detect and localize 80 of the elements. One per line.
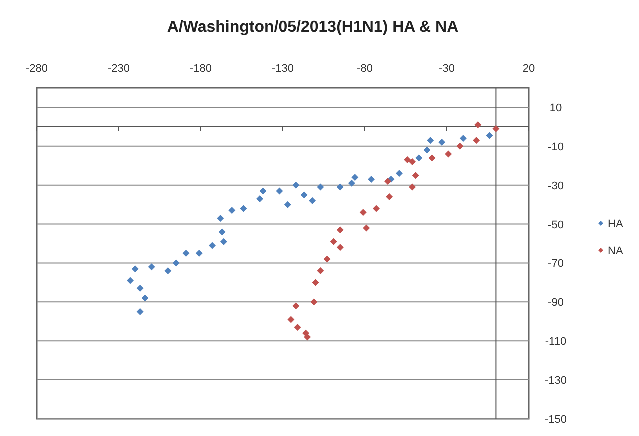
point [317, 268, 324, 275]
point [260, 188, 267, 195]
point [409, 158, 416, 166]
point [148, 264, 156, 271]
point [276, 188, 284, 195]
point [473, 137, 480, 144]
point [309, 197, 316, 204]
point [292, 302, 300, 310]
point [348, 180, 356, 187]
point [424, 146, 431, 154]
legend-label: HA [608, 218, 624, 230]
point [396, 170, 403, 178]
point [142, 294, 149, 302]
point [172, 260, 180, 267]
point [288, 316, 295, 324]
point [409, 184, 416, 191]
point [284, 201, 292, 208]
x-tick-label: -130 [272, 63, 294, 75]
point [336, 244, 344, 252]
y-tick-label: -130 [544, 375, 568, 388]
y-tick-label: -10 [548, 141, 564, 154]
point [416, 154, 423, 162]
point [196, 250, 203, 257]
point [310, 298, 318, 306]
point [208, 242, 216, 250]
point [136, 308, 144, 316]
y-tick-label: -50 [548, 219, 564, 232]
y-tick-label: -90 [548, 297, 564, 310]
point [384, 178, 392, 185]
point [372, 205, 380, 212]
point [292, 182, 300, 189]
point [404, 156, 412, 164]
point [427, 137, 434, 144]
point [438, 139, 446, 146]
x-tick-label: -30 [439, 63, 455, 75]
point [304, 334, 312, 341]
point [330, 238, 338, 246]
point [492, 125, 500, 132]
x-tick-label: 20 [522, 63, 536, 75]
point [324, 256, 331, 263]
point [228, 207, 236, 214]
point [474, 121, 482, 128]
point [336, 226, 344, 234]
point [132, 266, 139, 273]
point [300, 192, 308, 199]
point [312, 279, 320, 286]
x-tick-label: -80 [357, 63, 373, 75]
point [126, 277, 134, 284]
point [220, 238, 228, 246]
point [136, 285, 144, 292]
y-tick-label: 10 [550, 102, 562, 114]
point [486, 132, 494, 140]
point [336, 184, 344, 191]
point [445, 150, 452, 158]
point [363, 224, 370, 232]
point [182, 250, 190, 257]
x-tick-label: -280 [26, 63, 48, 75]
y-tick-label: -110 [545, 336, 567, 348]
point [294, 324, 302, 331]
legend-label: NA [608, 246, 624, 258]
point [460, 135, 467, 142]
point [256, 195, 264, 202]
y-tick-label: -70 [548, 258, 564, 270]
point [317, 184, 324, 191]
point [360, 209, 367, 216]
point [164, 268, 172, 275]
point [456, 142, 464, 150]
point [217, 214, 224, 222]
point [218, 228, 226, 236]
point [412, 172, 420, 180]
y-tick-label: -30 [548, 180, 564, 192]
point [368, 176, 376, 184]
point [428, 154, 436, 162]
y-tick-label: -150 [544, 414, 568, 426]
x-tick-label: -180 [190, 63, 212, 75]
point [240, 205, 248, 212]
x-tick-label: -230 [108, 63, 130, 75]
point [386, 194, 394, 201]
point [352, 174, 359, 182]
chart-title: A/Washington/05/2013(H1N1) HA & NA [167, 19, 460, 36]
